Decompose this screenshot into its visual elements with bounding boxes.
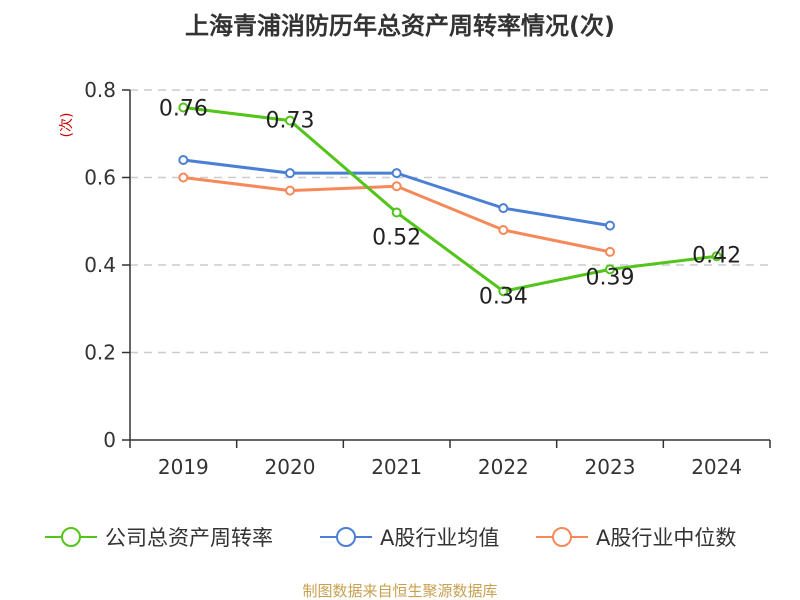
x-tick-label: 2023 (585, 455, 636, 479)
data-point (498, 225, 509, 235)
data-point (391, 181, 402, 192)
axes: 0 0.2 0.4 0.6 0.8 2019 2020 2021 2022 2023 2024 (84, 78, 771, 479)
legend-label: A股行业中位数 (596, 526, 736, 550)
data-point (605, 246, 615, 257)
x-tick-label: 2020 (265, 455, 316, 479)
gridlines (130, 89, 770, 354)
data-point (178, 102, 189, 113)
y-tick-label: 0 (103, 428, 116, 452)
data-point (285, 185, 295, 196)
data-label: 0.76 (159, 97, 208, 122)
data-point (711, 251, 722, 262)
data-point (498, 286, 509, 297)
legend-label: 公司总资产周转率 (105, 526, 273, 550)
data-point (391, 207, 402, 218)
data-point (605, 220, 615, 231)
legend-swatch-marker (336, 527, 356, 547)
legend-swatch-marker (552, 527, 572, 547)
source-note: 制图数据来自恒生聚源数据库 (302, 582, 497, 600)
data-point (285, 168, 295, 179)
series-line (183, 106, 717, 293)
x-tick-label: 2022 (478, 455, 529, 479)
y-tick-label: 0.4 (84, 253, 116, 277)
x-tick-label: 2019 (158, 455, 209, 479)
series-group (178, 102, 722, 297)
legend: 公司总资产周转率 A股行业均值 A股行业中位数 (45, 526, 736, 550)
data-label: 0.52 (372, 226, 421, 251)
x-tick-label: 2021 (371, 455, 422, 479)
data-label: 0.39 (586, 265, 635, 290)
data-point (498, 203, 509, 214)
y-axis-label: (次) (59, 113, 75, 138)
chart-title: 上海青浦消防历年总资产周转率情况(次) (185, 12, 615, 40)
data-point (285, 115, 295, 126)
data-point (178, 172, 189, 183)
data-label: 0.73 (266, 109, 315, 134)
data-point (391, 168, 402, 179)
data-point (605, 264, 615, 275)
data-label: 0.42 (692, 243, 741, 268)
data-label: 0.34 (479, 284, 528, 309)
y-tick-label: 0.6 (84, 166, 116, 190)
legend-swatch-marker (61, 527, 81, 547)
y-tick-label: 0.2 (84, 341, 116, 365)
data-point (178, 155, 189, 165)
x-tick-label: 2024 (691, 455, 742, 479)
y-tick-label: 0.8 (84, 78, 116, 102)
legend-label: A股行业均值 (380, 526, 499, 550)
data-labels: 0.76 0.73 0.52 0.34 0.39 0.42 (159, 97, 741, 310)
